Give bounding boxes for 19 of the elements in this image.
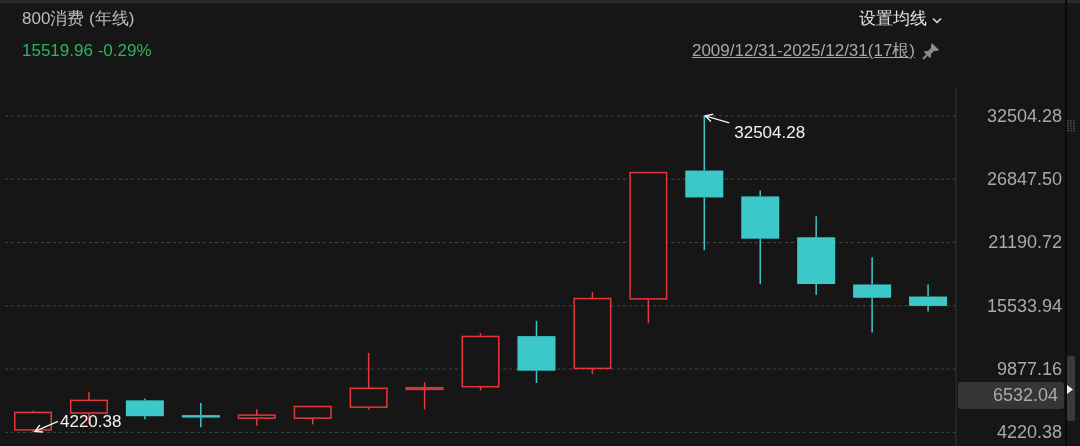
chart-title: 800消费 (年线)	[22, 9, 135, 28]
y-tick-label: 4220.38	[996, 422, 1062, 443]
y-tick-label: 15533.94	[986, 295, 1062, 316]
y-tick-label: 9877.16	[996, 359, 1062, 380]
candlestick	[237, 408, 276, 427]
chart-subtitle: 15519.96 -0.29%	[22, 41, 152, 60]
y-tick-label: 21190.72	[988, 232, 1062, 253]
candlestick	[741, 189, 780, 285]
text: 设置均线	[859, 9, 927, 28]
candlestick	[909, 283, 948, 313]
annotation: 4220.38	[59, 412, 122, 432]
text: 6532.04	[992, 385, 1058, 405]
text: 2009/12/31-2025/12/31(17根)	[691, 41, 915, 60]
candlestick	[797, 215, 836, 296]
candlestick	[181, 402, 220, 428]
annotation: 32504.28	[734, 122, 806, 142]
candlestick	[853, 256, 892, 334]
y-tick-label: 32504.28	[986, 105, 1062, 126]
y-tick-label: 26847.50	[986, 169, 1062, 190]
